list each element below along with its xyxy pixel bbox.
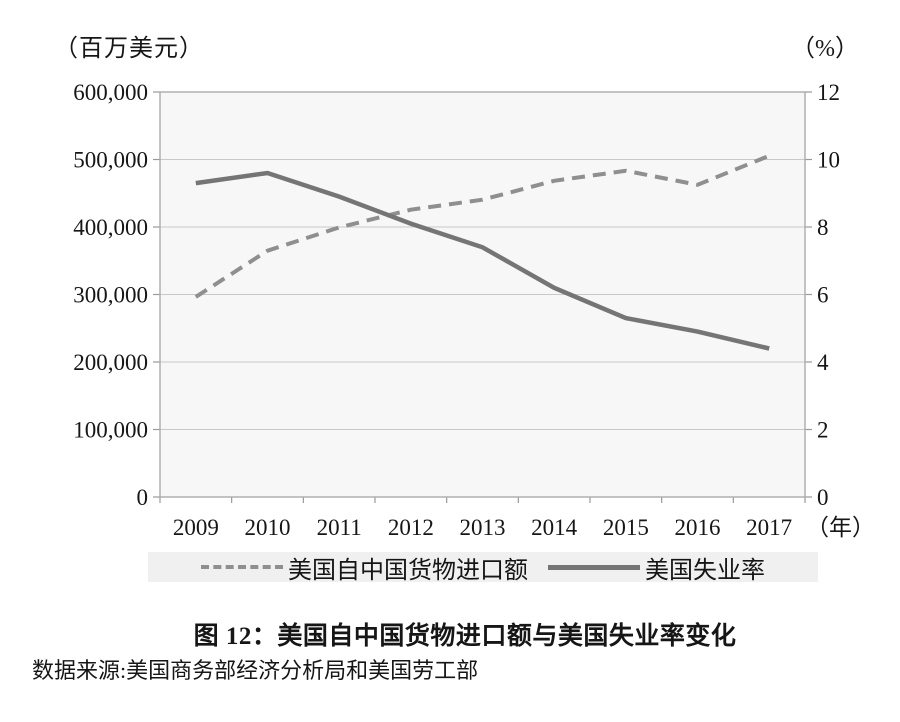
left-axis-tick-label: 100,000 [73,418,148,443]
x-axis-tick-label: 2017 [746,515,792,540]
x-axis-tick-label: 2010 [245,515,291,540]
x-axis-tick-label: 2012 [388,515,434,540]
data-source-note: 数据来源:美国商务部经济分析局和美国劳工部 [32,658,479,683]
right-axis-tick-label: 0 [817,485,829,510]
legend-label-unemployment: 美国失业率 [645,557,765,584]
left-axis-tick-label: 0 [137,485,149,510]
x-axis-tick-label: 2016 [675,515,721,540]
x-axis-tick-label: 2014 [531,515,578,540]
chart-plot: 600,000 12 500,000 10 400,000 8 300,000 6 200,00… [73,80,875,540]
left-axis-tick-label: 400,000 [73,215,148,240]
right-axis-tick-label: 8 [817,215,829,240]
right-axis-tick-label: 4 [817,350,829,375]
x-axis-tick-label: 2009 [173,515,219,540]
chart-legend: 美国自中国货物进口额 美国失业率 [148,550,818,585]
x-axis-unit-label: （年） [806,515,875,540]
legend-item-unemployment: 美国失业率 [534,550,765,585]
left-axis-tick-label: 500,000 [73,148,148,173]
dashed-line-marker-icon [201,565,283,569]
right-axis-unit-label: （%） [791,36,859,62]
series-line-us-imports-from-china [194,153,770,299]
left-axis-tick-label: 300,000 [73,283,148,308]
plot-frame [159,91,806,498]
right-axis-tick-label: 12 [817,80,840,105]
left-axis-tick-label: 200,000 [73,350,148,375]
x-axis-tick-label: 2015 [603,515,649,540]
figure-caption: 图 12：美国自中国货物进口额与美国失业率变化 [193,623,737,650]
solid-line-marker-icon [548,564,640,570]
legend-label-imports: 美国自中国货物进口额 [288,557,528,584]
right-axis-tick-label: 6 [817,283,829,308]
left-axis-unit-label: （百万美元） [54,36,204,62]
left-axis-tick-label: 600,000 [73,80,148,105]
legend-item-imports: 美国自中国货物进口额 [201,550,528,585]
right-axis-tick-label: 10 [817,148,840,173]
series-line-us-unemployment-rate [195,170,770,351]
x-axis-tick-label: 2013 [460,515,506,540]
x-axis-tick-label: 2011 [317,515,362,540]
right-axis-tick-label: 2 [817,418,829,443]
